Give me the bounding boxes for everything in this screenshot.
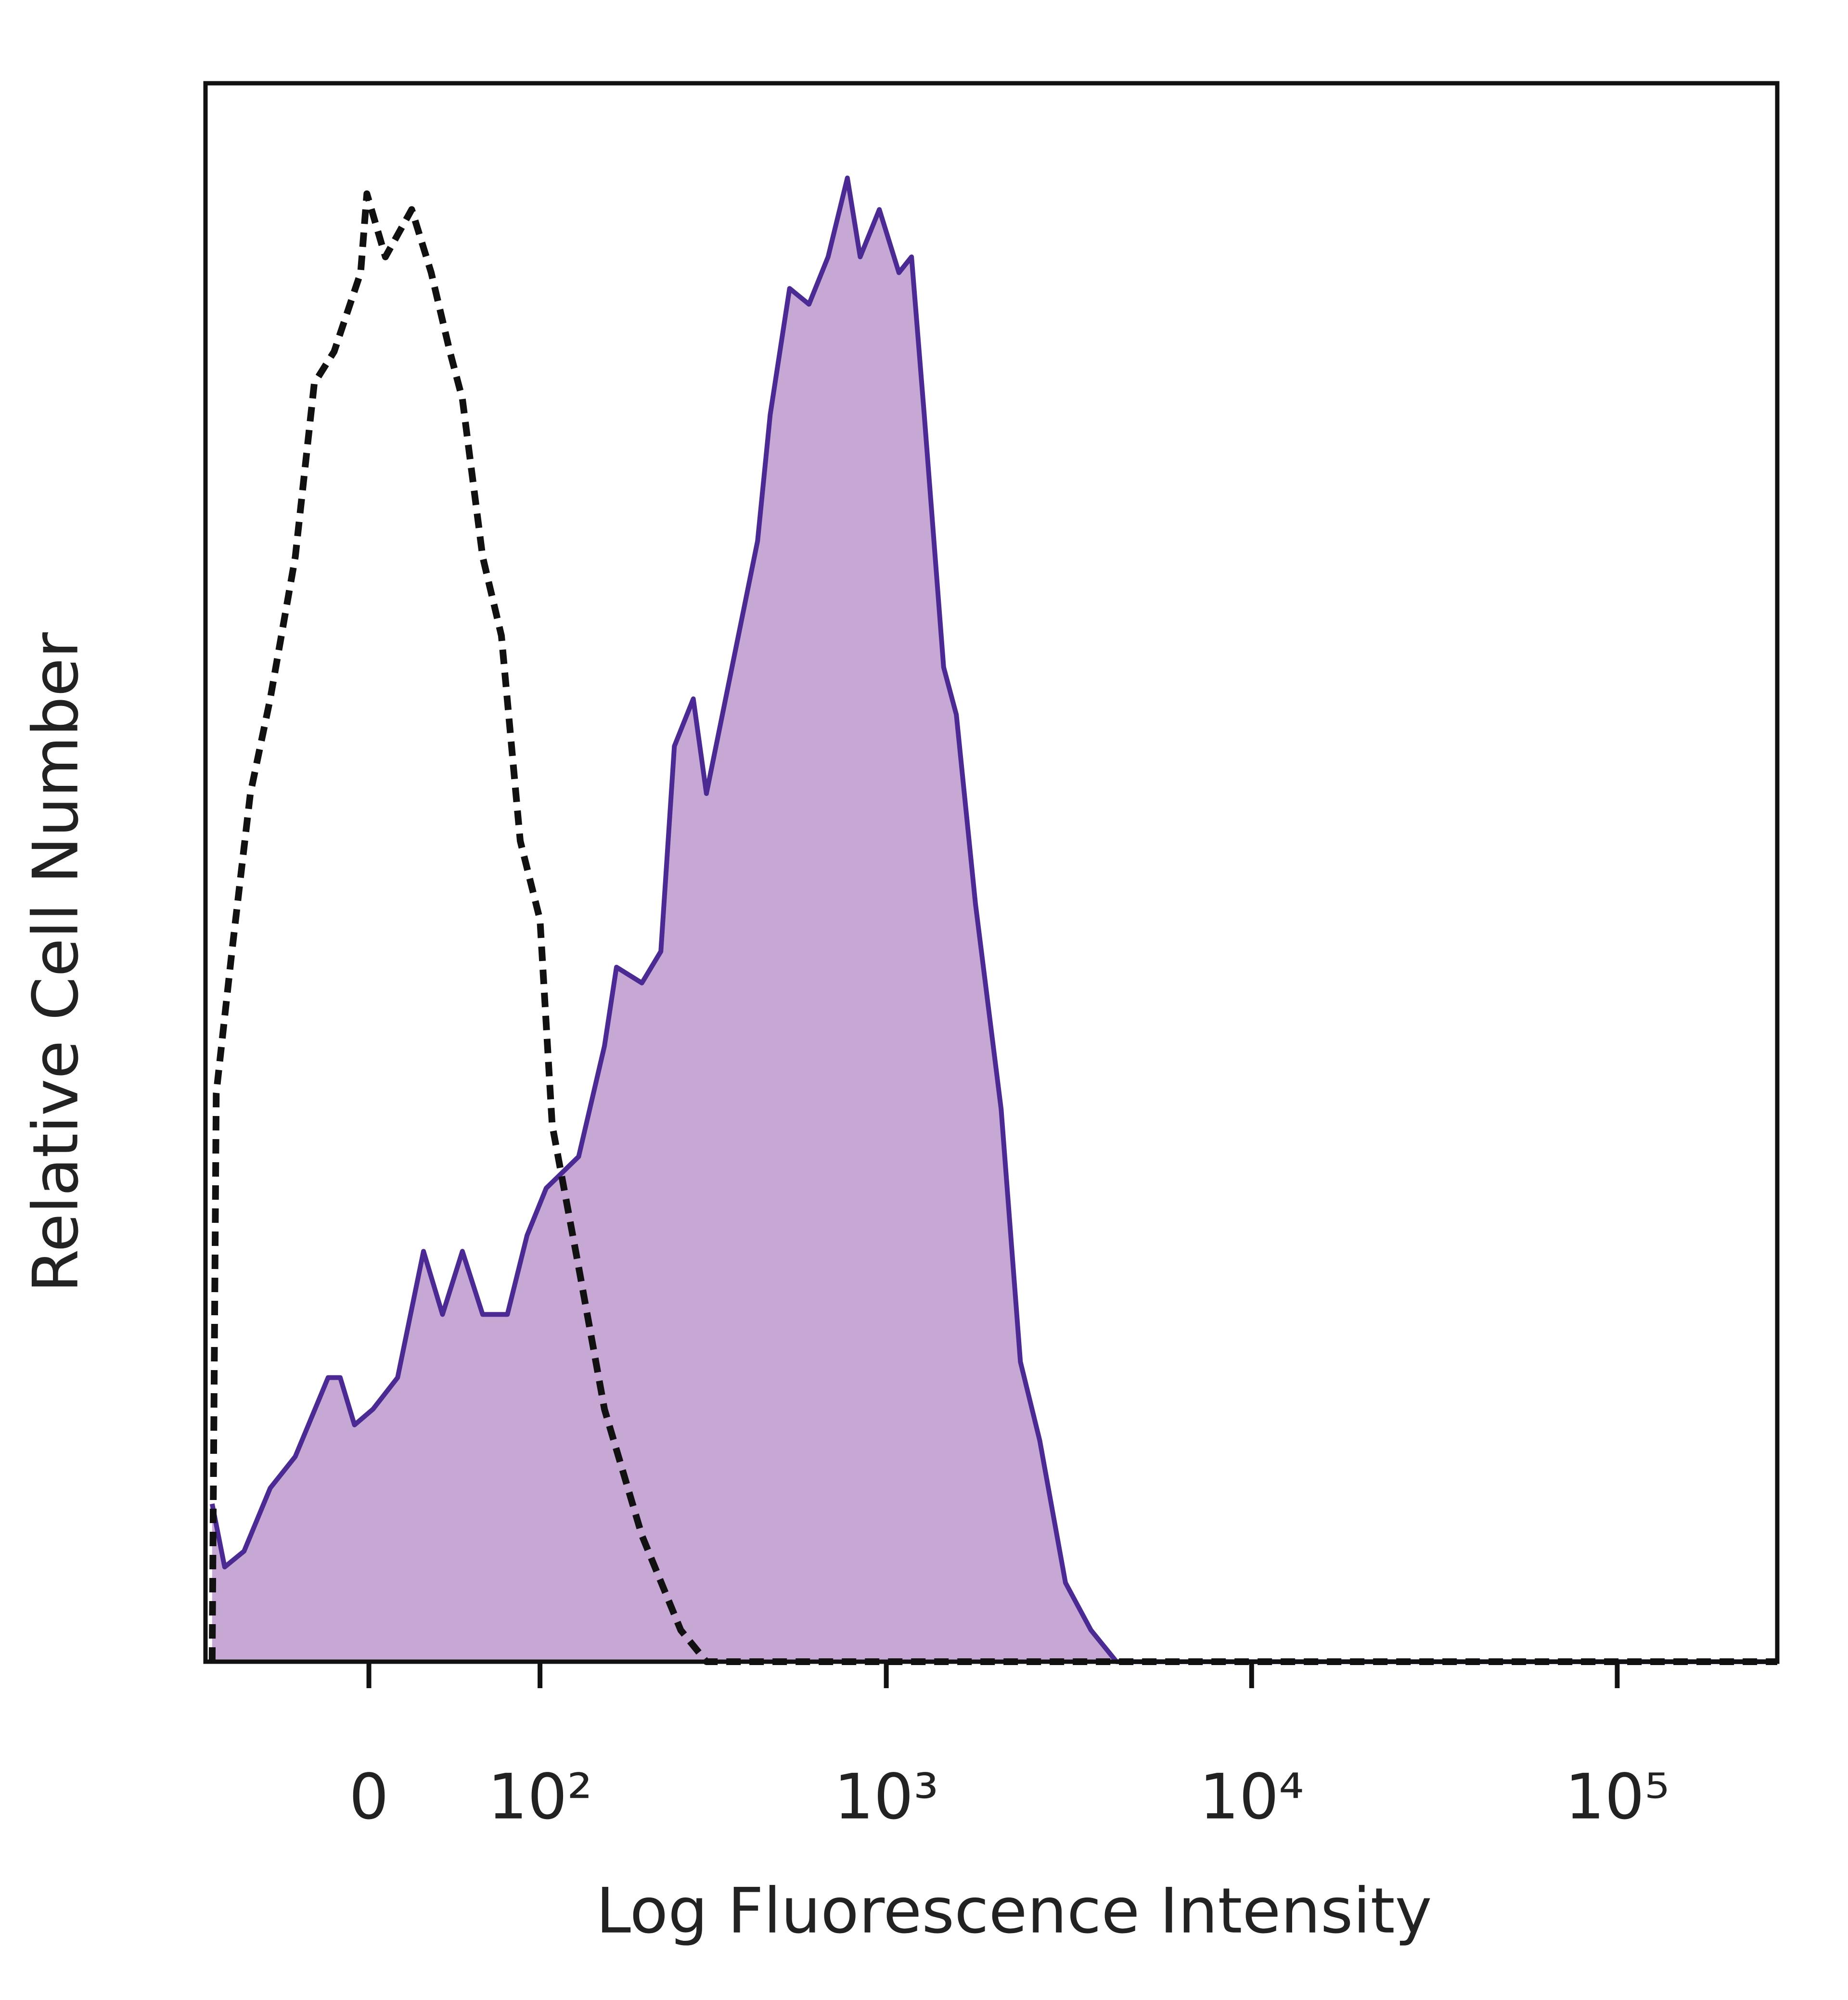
x-axis-label: Log Fluorescence Intensity	[596, 1874, 1432, 1948]
x-tick-label: 10³	[834, 1760, 939, 1833]
y-axis-label: Relative Cell Number	[19, 632, 92, 1293]
plot-frame	[203, 81, 1780, 1664]
x-tick-label: 10²	[488, 1760, 592, 1833]
x-tick-label: 10⁴	[1199, 1760, 1304, 1833]
area	[212, 178, 1777, 1662]
sample-line	[209, 175, 1777, 1664]
x-tick-label: 10⁵	[1565, 1760, 1670, 1833]
control-line	[208, 190, 1777, 1665]
x-tick-label: 0	[349, 1760, 389, 1833]
